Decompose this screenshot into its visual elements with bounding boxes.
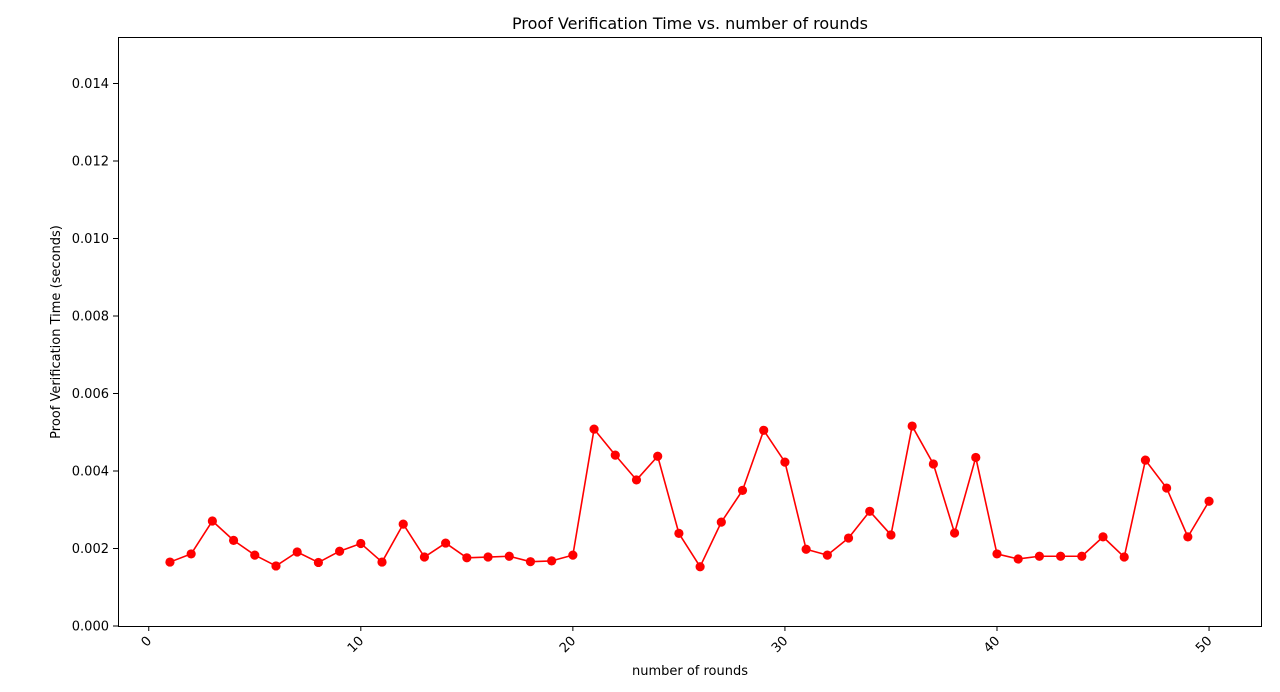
data-point	[483, 552, 493, 562]
data-series	[165, 421, 1214, 572]
data-point	[1183, 532, 1193, 542]
data-point	[271, 561, 281, 571]
data-point	[398, 519, 408, 529]
x-tick-label: 20	[557, 634, 579, 656]
y-tick-label: 0.014	[72, 77, 109, 92]
y-tick-label: 0.000	[72, 620, 109, 635]
data-point	[716, 517, 726, 527]
data-point	[1119, 552, 1129, 562]
data-point	[335, 546, 345, 556]
data-point	[547, 556, 557, 566]
data-point	[631, 475, 642, 485]
data-point	[568, 550, 578, 560]
x-tick-label: 0	[139, 634, 155, 650]
chart-title: Proof Verification Time vs. number of ro…	[512, 14, 868, 33]
data-point	[907, 421, 917, 431]
x-tick-label: 50	[1193, 634, 1215, 656]
x-tick-label: 10	[345, 634, 367, 656]
y-tick-label: 0.004	[72, 465, 109, 480]
data-point	[419, 552, 430, 562]
data-point	[377, 557, 387, 567]
data-point	[695, 562, 705, 572]
data-point	[780, 457, 790, 467]
x-tick-label: 30	[769, 634, 791, 656]
data-point	[228, 535, 239, 545]
data-point	[737, 485, 748, 495]
x-axis: 0 10 20 30 40 50	[139, 626, 1215, 656]
data-point	[504, 551, 514, 561]
y-axis: 0.000 0.002 0.004 0.006 0.008 0.010 0.012 0.014	[72, 77, 118, 635]
data-point	[992, 549, 1002, 559]
data-point	[801, 544, 811, 554]
data-point	[356, 538, 366, 549]
data-point	[1013, 554, 1023, 564]
data-point	[165, 557, 175, 567]
x-axis-label: number of rounds	[632, 664, 748, 679]
data-point	[822, 550, 832, 560]
x-tick-label: 40	[981, 634, 1003, 656]
data-point	[759, 425, 769, 435]
data-point	[610, 450, 620, 460]
data-point	[250, 550, 260, 560]
data-point	[949, 528, 960, 538]
plot-area	[118, 37, 1262, 627]
data-point	[441, 538, 451, 548]
data-point	[886, 530, 896, 540]
data-point	[525, 557, 536, 567]
data-point	[1034, 551, 1044, 561]
data-point	[674, 528, 684, 538]
data-point	[313, 557, 323, 568]
data-point	[653, 451, 663, 461]
data-point	[1056, 551, 1066, 561]
series-line	[169, 425, 1210, 568]
y-tick-label: 0.010	[72, 232, 109, 247]
y-tick-label: 0.012	[72, 155, 109, 170]
data-point	[928, 459, 938, 469]
y-axis-label: Proof Verification Time (seconds)	[49, 225, 64, 439]
data-point	[207, 516, 217, 526]
y-tick-label: 0.008	[72, 310, 109, 325]
data-point	[1162, 483, 1172, 493]
y-tick-label: 0.006	[72, 387, 109, 402]
data-point	[589, 424, 599, 434]
data-point	[1204, 496, 1214, 506]
y-tick-label: 0.002	[72, 542, 109, 557]
data-point	[462, 553, 472, 563]
data-point	[1077, 551, 1087, 561]
data-point	[292, 547, 302, 557]
data-point	[1098, 532, 1108, 542]
data-point	[971, 452, 981, 463]
data-point	[865, 506, 875, 516]
data-point	[843, 533, 854, 543]
data-point	[1140, 455, 1151, 465]
data-point	[186, 549, 196, 559]
